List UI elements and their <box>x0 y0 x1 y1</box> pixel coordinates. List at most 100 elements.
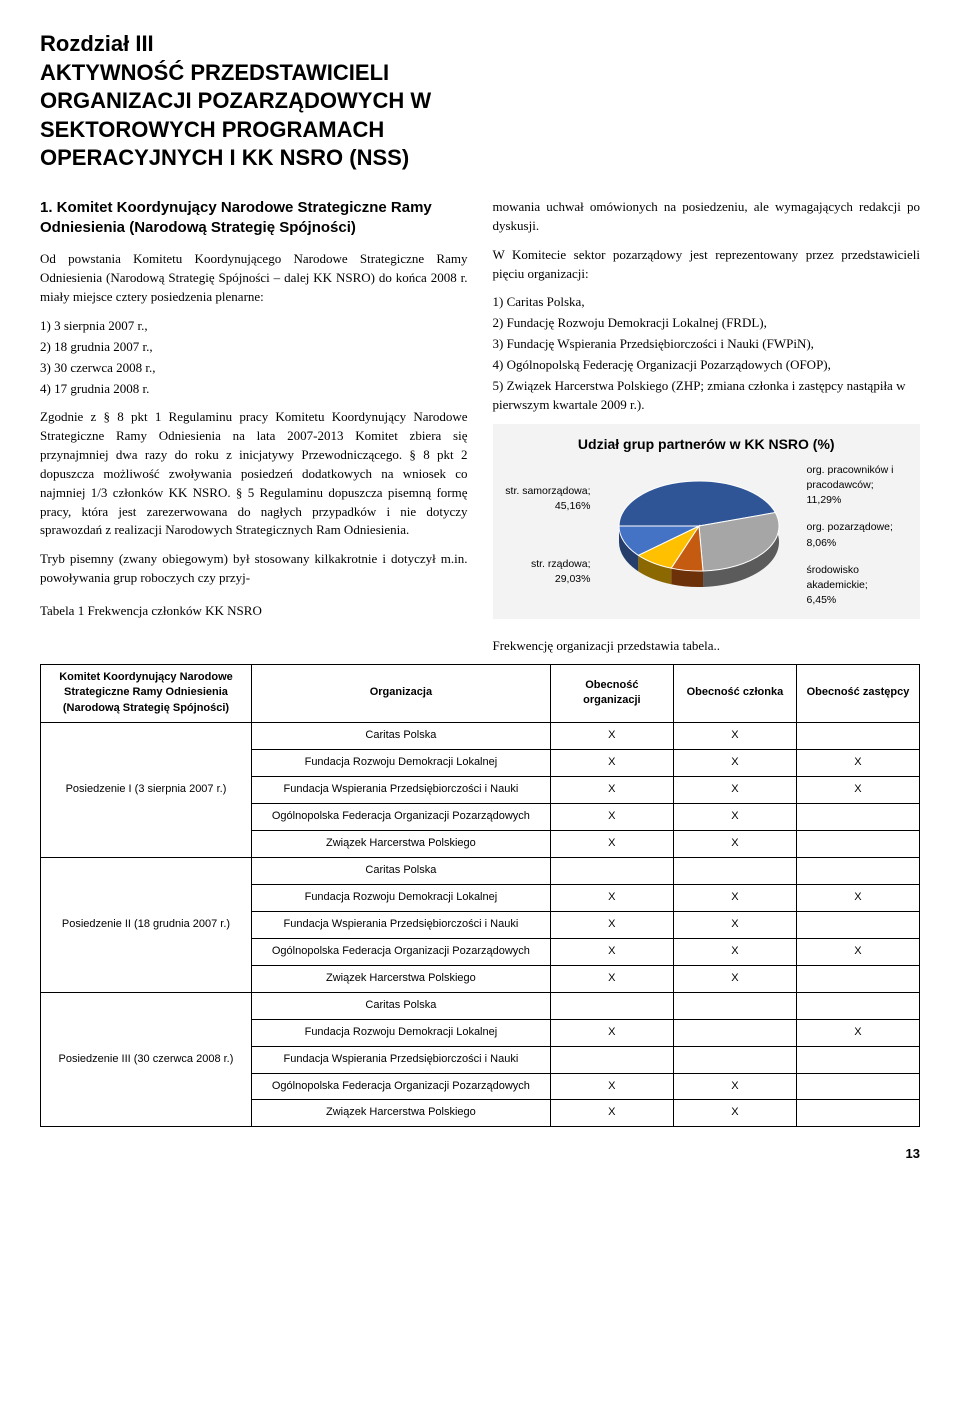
org-cell: Ogólnopolska Federacja Organizacji Pozar… <box>251 804 550 831</box>
value-cell: X <box>550 884 673 911</box>
left-column: 1. Komitet Koordynujący Narodowe Strateg… <box>40 198 468 664</box>
section-1-title: 1. Komitet Koordynujący Narodowe Strateg… <box>40 198 468 239</box>
value-cell <box>796 804 919 831</box>
list-item: 2) Fundację Rozwoju Demokracji Lokalnej … <box>493 314 921 333</box>
value-cell: X <box>796 777 919 804</box>
pie-chart-svg <box>599 461 799 611</box>
value-cell: X <box>673 911 796 938</box>
left-p3: Tryb pisemny (zwany obiegowym) był stoso… <box>40 550 468 588</box>
org-cell: Caritas Polska <box>251 723 550 750</box>
list-item: 1) 3 sierpnia 2007 r., <box>40 317 468 336</box>
value-cell <box>796 965 919 992</box>
list-item: 3) Fundację Wspierania Przedsiębiorczośc… <box>493 335 921 354</box>
chart-label: środowisko akademickie; 6,45% <box>807 563 907 609</box>
chart-body: str. samorządowa; 45,16% str. rządowa; 2… <box>501 461 913 611</box>
chart-labels-right: org. pracowników i pracodawców; 11,29% o… <box>807 463 907 609</box>
chart-label: str. samorządowa; 45,16% <box>501 484 591 514</box>
table-row: Posiedzenie III (30 czerwca 2008 r.)Cari… <box>41 992 920 1019</box>
value-cell: X <box>550 750 673 777</box>
col-header: Organizacja <box>251 664 550 723</box>
org-cell: Fundacja Rozwoju Demokracji Lokalnej <box>251 884 550 911</box>
org-cell: Ogólnopolska Federacja Organizacji Pozar… <box>251 938 550 965</box>
value-cell: X <box>673 938 796 965</box>
value-cell <box>796 858 919 885</box>
pie-chart-box: Udział grup partnerów w KK NSRO (%) str.… <box>493 424 921 618</box>
value-cell: X <box>550 804 673 831</box>
value-cell: X <box>550 1073 673 1100</box>
value-cell: X <box>673 965 796 992</box>
value-cell <box>550 1046 673 1073</box>
value-cell: X <box>550 1100 673 1127</box>
attendance-table: Komitet Koordynujący Narodowe Strategicz… <box>40 664 920 1128</box>
right-column: mowania uchwał omówionych na posiedzeniu… <box>493 198 921 664</box>
value-cell: X <box>673 1100 796 1127</box>
table-caption: Tabela 1 Frekwencja członków KK NSRO <box>40 602 468 621</box>
col-header: Komitet Koordynujący Narodowe Strategicz… <box>41 664 252 723</box>
value-cell <box>796 1100 919 1127</box>
value-cell <box>796 911 919 938</box>
table-header-row: Komitet Koordynujący Narodowe Strategicz… <box>41 664 920 723</box>
org-cell: Fundacja Wspierania Przedsiębiorczości i… <box>251 911 550 938</box>
org-cell: Związek Harcerstwa Polskiego <box>251 965 550 992</box>
value-cell: X <box>550 723 673 750</box>
page-number: 13 <box>40 1145 920 1164</box>
col-header: Obecność członka <box>673 664 796 723</box>
org-cell: Caritas Polska <box>251 992 550 1019</box>
list-item: 3) 30 czerwca 2008 r., <box>40 359 468 378</box>
right-p1: mowania uchwał omówionych na posiedzeniu… <box>493 198 921 236</box>
value-cell <box>550 992 673 1019</box>
value-cell <box>673 858 796 885</box>
list-item: 4) 17 grudnia 2008 r. <box>40 380 468 399</box>
session-cell: Posiedzenie III (30 czerwca 2008 r.) <box>41 992 252 1127</box>
value-cell <box>673 992 796 1019</box>
value-cell: X <box>673 804 796 831</box>
table-row: Posiedzenie I (3 sierpnia 2007 r.)Carita… <box>41 723 920 750</box>
value-cell: X <box>550 965 673 992</box>
value-cell <box>796 1073 919 1100</box>
org-cell: Związek Harcerstwa Polskiego <box>251 1100 550 1127</box>
left-p2: Zgodnie z § 8 pkt 1 Regulaminu pracy Kom… <box>40 408 468 540</box>
col-header: Obecność zastępcy <box>796 664 919 723</box>
value-cell <box>673 1046 796 1073</box>
orgs-list: 1) Caritas Polska, 2) Fundację Rozwoju D… <box>493 293 921 414</box>
value-cell: X <box>796 750 919 777</box>
chart-title: Udział grup partnerów w KK NSRO (%) <box>501 434 913 454</box>
value-cell <box>796 831 919 858</box>
value-cell: X <box>673 723 796 750</box>
chart-label: str. rządowa; 29,03% <box>501 557 591 587</box>
org-cell: Związek Harcerstwa Polskiego <box>251 831 550 858</box>
value-cell: X <box>673 777 796 804</box>
session-cell: Posiedzenie I (3 sierpnia 2007 r.) <box>41 723 252 858</box>
chart-label: org. pozarządowe; 8,06% <box>807 520 907 550</box>
value-cell: X <box>796 938 919 965</box>
page-title: Rozdział IIIAKTYWNOŚĆ PRZEDSTAWICIELI OR… <box>40 30 524 173</box>
value-cell: X <box>673 831 796 858</box>
value-cell <box>796 1046 919 1073</box>
value-cell: X <box>550 1019 673 1046</box>
org-cell: Caritas Polska <box>251 858 550 885</box>
org-cell: Ogólnopolska Federacja Organizacji Pozar… <box>251 1073 550 1100</box>
list-item: 1) Caritas Polska, <box>493 293 921 312</box>
left-p1: Od powstania Komitetu Koordynującego Nar… <box>40 250 468 307</box>
value-cell: X <box>673 1073 796 1100</box>
org-cell: Fundacja Wspierania Przedsiębiorczości i… <box>251 1046 550 1073</box>
value-cell: X <box>550 831 673 858</box>
list-item: 4) Ogólnopolską Federację Organizacji Po… <box>493 356 921 375</box>
value-cell: X <box>673 750 796 777</box>
two-column-layout: 1. Komitet Koordynujący Narodowe Strateg… <box>40 198 920 664</box>
value-cell <box>796 723 919 750</box>
dates-list: 1) 3 sierpnia 2007 r., 2) 18 grudnia 200… <box>40 317 468 398</box>
value-cell <box>796 992 919 1019</box>
table-row: Posiedzenie II (18 grudnia 2007 r.)Carit… <box>41 858 920 885</box>
value-cell: X <box>550 938 673 965</box>
col-header: Obecność organizacji <box>550 664 673 723</box>
value-cell: X <box>550 911 673 938</box>
list-item: 5) Związek Harcerstwa Polskiego (ZHP; zm… <box>493 377 921 415</box>
value-cell <box>550 858 673 885</box>
value-cell: X <box>550 777 673 804</box>
chart-label: org. pracowników i pracodawców; 11,29% <box>807 463 907 509</box>
org-cell: Fundacja Rozwoju Demokracji Lokalnej <box>251 750 550 777</box>
org-cell: Fundacja Wspierania Przedsiębiorczości i… <box>251 777 550 804</box>
value-cell <box>673 1019 796 1046</box>
org-cell: Fundacja Rozwoju Demokracji Lokalnej <box>251 1019 550 1046</box>
